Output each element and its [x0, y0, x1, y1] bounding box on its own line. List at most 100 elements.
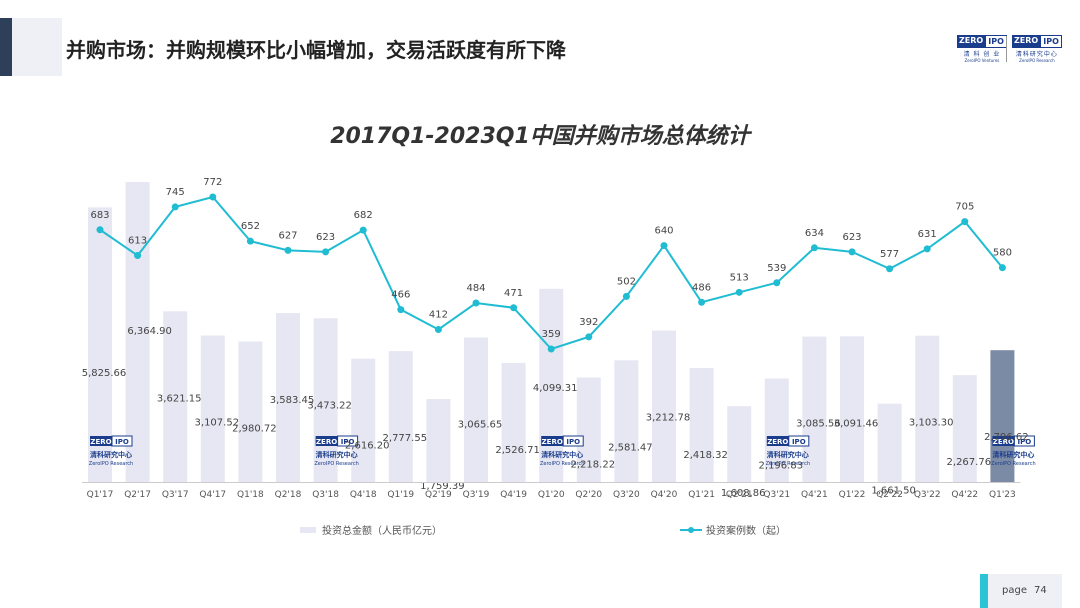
bar [764, 378, 789, 482]
x-tick-label: Q1'20 [538, 490, 565, 500]
line-value-label: 580 [993, 248, 1012, 259]
line-value-label: 683 [90, 210, 109, 221]
line-value-label: 631 [918, 229, 937, 240]
bar [501, 362, 526, 482]
line-value-label: 466 [391, 290, 410, 301]
bar-value-label: 5,825.66 [82, 368, 127, 379]
x-tick-label: Q2'22 [876, 490, 903, 500]
svg-text:清科研究中心: 清科研究中心 [992, 450, 1034, 459]
bar-value-label: 3,091.46 [834, 418, 879, 429]
bar [576, 377, 601, 482]
header-block [12, 18, 62, 76]
line-point [284, 246, 292, 254]
svg-text:IPO: IPO [115, 438, 129, 446]
line-value-label: 705 [955, 202, 974, 213]
x-tick-label: Q4'20 [651, 490, 678, 500]
line-point [961, 218, 969, 226]
bar-value-label: 3,473.22 [307, 400, 352, 411]
zeroipo-research-logo: ZERO IPO 清科研究中心 ZeroIPO Research [1012, 35, 1062, 63]
line-point [886, 265, 894, 273]
legend-line-swatch [680, 526, 702, 534]
line-value-label: 652 [241, 221, 260, 232]
bar-value-label: 2,196.83 [759, 460, 804, 471]
line-value-label: 640 [654, 226, 673, 237]
bar [802, 336, 827, 482]
bar [426, 399, 451, 482]
line-value-label: 623 [842, 232, 861, 243]
line-value-label: 577 [880, 249, 899, 260]
page-number-accent [980, 574, 988, 608]
x-tick-label: Q2'17 [124, 490, 151, 500]
bar-value-label: 1,661.50 [871, 486, 916, 497]
line-value-label: 484 [466, 283, 485, 294]
x-tick-label: Q2'19 [425, 490, 452, 500]
line-point [322, 248, 330, 256]
line-value-label: 745 [166, 187, 185, 198]
bar [276, 313, 300, 482]
line-value-label: 682 [354, 210, 373, 221]
line-point [622, 292, 630, 300]
svg-text:ZERO: ZERO [767, 438, 788, 446]
page-label: page [1002, 585, 1027, 596]
svg-text:IPO: IPO [566, 438, 580, 446]
bar [125, 182, 150, 482]
bar [877, 403, 902, 482]
line-point [246, 237, 254, 245]
bar-value-label: 2,526.71 [495, 445, 540, 456]
bar-value-label: 3,085.56 [796, 419, 841, 430]
watermark-logo: ZERO IPO 清科研究中心 ZeroIPO Research [314, 435, 359, 467]
line-value-label: 627 [278, 230, 297, 241]
svg-text:清科研究中心: 清科研究中心 [316, 450, 358, 459]
x-tick-label: Q4'19 [500, 490, 527, 500]
svg-text:ZERO: ZERO [316, 438, 337, 446]
line-point [698, 298, 706, 306]
line-point [359, 226, 367, 234]
svg-text:ZeroIPO Research: ZeroIPO Research [766, 461, 810, 467]
bar [313, 318, 338, 482]
line-value-label: 513 [730, 272, 749, 283]
line-point [773, 279, 781, 287]
line-point [810, 244, 818, 252]
line-point [134, 252, 142, 260]
bar [614, 360, 639, 482]
bar-value-label: 2,616.20 [345, 441, 390, 452]
svg-text:清科研究中心: 清科研究中心 [90, 450, 132, 459]
bar-value-label: 3,212.78 [646, 413, 691, 424]
watermark-logo: ZERO IPO 清科研究中心 ZeroIPO Research [89, 435, 133, 467]
line-value-label: 623 [316, 232, 335, 243]
watermark-logo: ZERO IPO 清科研究中心 ZeroIPO Research [991, 435, 1036, 467]
bar [727, 406, 752, 482]
page-number-box [980, 574, 1062, 608]
bar [689, 368, 714, 482]
x-tick-label: Q1'22 [839, 490, 866, 500]
svg-text:ZERO: ZERO [90, 438, 111, 446]
bar-value-label: 4,099.31 [533, 383, 578, 394]
bar-value-label: 2,581.47 [608, 442, 653, 453]
x-tick-label: Q3'19 [463, 490, 490, 500]
svg-text:ZERO: ZERO [993, 438, 1014, 446]
bar [952, 375, 977, 482]
legend-bar-label: 投资总金额（人民币亿元） [322, 526, 442, 537]
bar [388, 351, 413, 482]
x-tick-label: Q2'18 [275, 490, 302, 500]
svg-text:IPO: IPO [792, 438, 806, 446]
legend-line: 投资案例数（起） [680, 522, 786, 537]
bar-value-label: 3,583.45 [270, 395, 315, 406]
bar [990, 350, 1015, 482]
bar-value-label: 2,218.22 [571, 459, 616, 470]
line-value-label: 359 [542, 329, 561, 340]
line-point [848, 248, 856, 256]
bar-value-label: 2,418.32 [683, 450, 728, 461]
x-tick-label: Q2'20 [575, 490, 602, 500]
x-tick-label: Q3'21 [763, 490, 790, 500]
header-accent-bar [0, 18, 12, 76]
bar [652, 330, 676, 482]
bar-value-label: 1,759.39 [420, 481, 465, 492]
line-value-label: 613 [128, 236, 147, 247]
svg-text:清科研究中心: 清科研究中心 [767, 450, 809, 459]
x-tick-label: Q3'18 [312, 490, 339, 500]
line-value-label: 412 [429, 309, 448, 320]
bar [464, 337, 488, 482]
page-number: 74 [1034, 585, 1047, 596]
